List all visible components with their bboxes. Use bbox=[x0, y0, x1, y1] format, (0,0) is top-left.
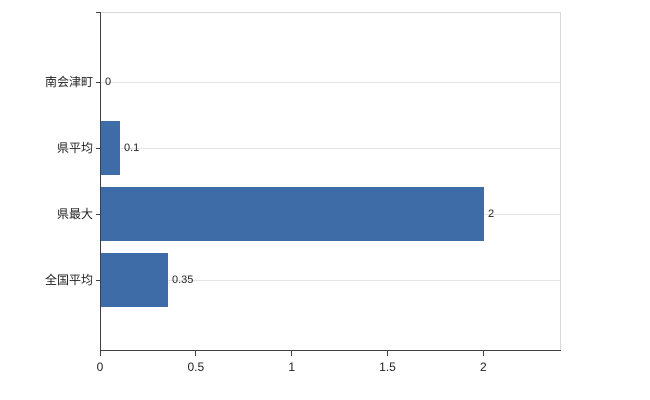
bar bbox=[101, 121, 120, 175]
x-axis-tick-label: 0 bbox=[96, 360, 104, 374]
value-label: 0.35 bbox=[172, 274, 194, 286]
gridline bbox=[100, 147, 560, 149]
x-axis-tick-label: 1 bbox=[288, 360, 295, 374]
bar bbox=[101, 253, 168, 307]
y-axis-tick-mark bbox=[96, 12, 100, 13]
category-label: 県最大 bbox=[56, 207, 93, 221]
plot-border-top bbox=[100, 12, 560, 13]
plot-border-right bbox=[560, 12, 561, 350]
y-axis-tick-mark bbox=[96, 81, 100, 83]
x-axis-tick-mark bbox=[195, 351, 197, 356]
category-label: 南会津町 bbox=[44, 75, 93, 89]
category-label: 全国平均 bbox=[44, 273, 93, 287]
value-label: 0 bbox=[105, 76, 112, 88]
gridline bbox=[100, 279, 560, 281]
category-label: 県平均 bbox=[56, 141, 93, 155]
y-axis-tick-mark bbox=[96, 279, 100, 281]
x-axis-tick-label: 0.5 bbox=[187, 360, 205, 374]
y-axis-line bbox=[100, 12, 101, 350]
value-label: 0.1 bbox=[124, 142, 140, 154]
x-axis-tick-mark bbox=[99, 351, 101, 356]
x-axis-line bbox=[100, 350, 561, 351]
y-axis-tick-mark bbox=[96, 213, 100, 215]
x-axis-tick-mark bbox=[482, 351, 484, 356]
value-label: 2 bbox=[488, 208, 495, 220]
x-axis-tick-label: 2 bbox=[479, 360, 487, 374]
x-axis-tick-mark bbox=[387, 351, 388, 356]
y-axis-tick-mark bbox=[96, 147, 100, 149]
x-axis-tick-mark bbox=[291, 351, 293, 356]
x-axis-tick-label: 1.5 bbox=[379, 360, 396, 374]
gridline bbox=[100, 81, 560, 83]
bar bbox=[101, 187, 484, 241]
